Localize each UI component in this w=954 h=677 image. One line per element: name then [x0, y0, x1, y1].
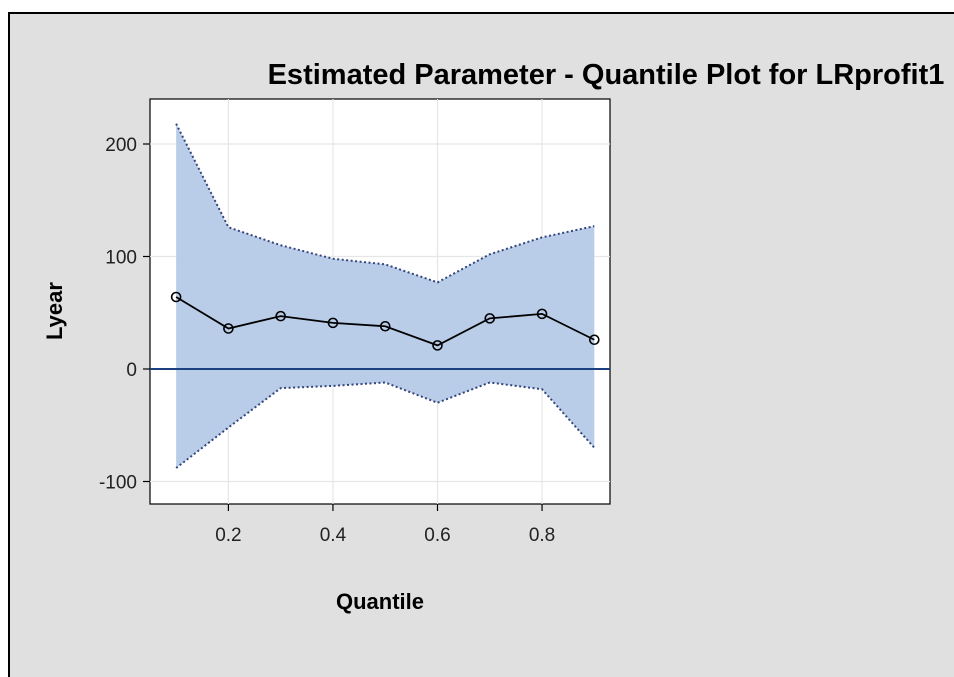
estimate-marker: [327, 317, 339, 329]
estimate-marker: [379, 320, 391, 332]
estimate-marker: [589, 334, 600, 346]
chart-frame: Estimated Parameter - Quantile Plot for …: [8, 12, 954, 677]
chart-title: Estimated Parameter - Quantile Plot for …: [268, 59, 945, 91]
y-tick-label: 0: [126, 360, 137, 381]
x-tick-label: 0.8: [529, 525, 555, 546]
lower-band-edge: [175, 381, 596, 469]
y-axis-title: Lyear: [42, 282, 67, 340]
estimate-marker: [432, 340, 443, 351]
estimate-line: [175, 296, 595, 347]
x-tick-label: 0.6: [424, 525, 450, 546]
chart-svg: Estimated Parameter - Quantile Plot for …: [42, 59, 945, 614]
x-tick-label: 0.2: [215, 525, 241, 546]
estimate-marker: [170, 291, 182, 303]
series-layer: [170, 291, 600, 351]
estimate-marker: [484, 313, 496, 324]
confidence-band-layer: [175, 123, 596, 469]
estimate-marker: [223, 323, 234, 334]
y-tick-label: 200: [105, 135, 137, 156]
upper-band-edge: [175, 123, 595, 284]
y-tick-label: 100: [105, 248, 137, 269]
y-tick-label: -100: [99, 473, 137, 494]
tick-layer: 0.2 0.4 0.6 0.8 -100 0 100 200: [99, 135, 555, 546]
estimate-marker: [275, 310, 286, 322]
estimate-marker: [536, 308, 548, 320]
x-axis-title: Quantile: [336, 589, 424, 614]
x-tick-label: 0.4: [320, 525, 347, 546]
